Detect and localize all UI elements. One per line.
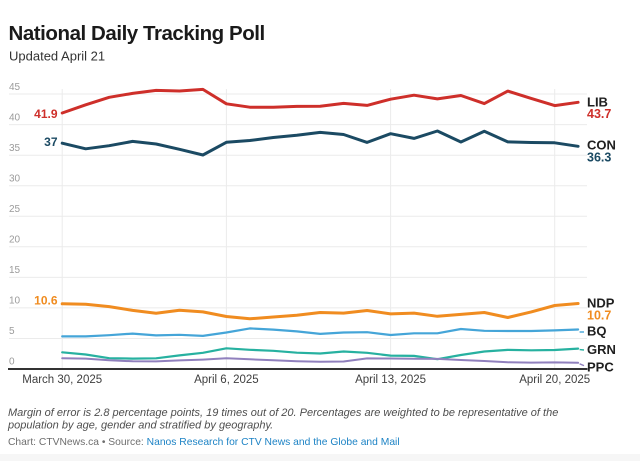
svg-text:population by age, gender and: population by age, gender and stratified… — [7, 419, 273, 431]
svg-text:10: 10 — [9, 296, 21, 307]
svg-text:15: 15 — [9, 265, 21, 276]
svg-text:Chart: CTVNews.ca • Source: Na: Chart: CTVNews.ca • Source: Nanos Resear… — [8, 437, 400, 448]
svg-text:30: 30 — [9, 173, 21, 184]
svg-text:April 13, 2025: April 13, 2025 — [355, 374, 426, 386]
svg-text:25: 25 — [9, 204, 21, 215]
svg-text:National Daily Tracking Poll: National Daily Tracking Poll — [9, 22, 265, 45]
svg-text:0: 0 — [9, 357, 15, 368]
svg-text:March 30, 2025: March 30, 2025 — [22, 374, 102, 386]
svg-text:CON: CON — [587, 138, 616, 153]
svg-text:20: 20 — [9, 235, 21, 246]
svg-text:5: 5 — [9, 326, 15, 337]
svg-text:Updated April 21: Updated April 21 — [9, 49, 105, 64]
svg-text:36.3: 36.3 — [587, 150, 611, 164]
svg-text:35: 35 — [9, 143, 21, 154]
svg-text:PPC: PPC — [587, 360, 614, 375]
svg-text:NDP: NDP — [587, 296, 615, 311]
svg-text:April 6, 2025: April 6, 2025 — [194, 374, 259, 386]
svg-text:10.7: 10.7 — [587, 308, 611, 322]
svg-text:LIB: LIB — [587, 95, 608, 110]
svg-text:43.7: 43.7 — [587, 107, 611, 121]
svg-text:10.6: 10.6 — [34, 294, 58, 308]
svg-text:45: 45 — [9, 82, 21, 93]
svg-text:GRN: GRN — [587, 342, 616, 357]
svg-text:41.9: 41.9 — [34, 107, 58, 121]
svg-text:Margin of error is 2.8 percent: Margin of error is 2.8 percentage points… — [8, 407, 558, 419]
svg-text:40: 40 — [9, 112, 21, 123]
svg-text:April 20, 2025: April 20, 2025 — [519, 374, 590, 386]
svg-text:BQ: BQ — [587, 324, 607, 339]
svg-text:37: 37 — [44, 135, 58, 149]
